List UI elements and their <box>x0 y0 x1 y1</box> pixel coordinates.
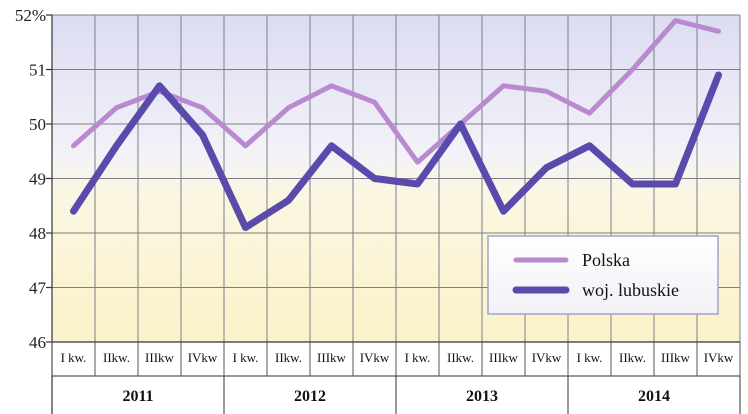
x-tick-label: IIkw. <box>275 350 302 365</box>
x-tick-label: IVkw <box>360 350 390 365</box>
y-tick-label: 46 <box>29 333 46 352</box>
year-label: 2011 <box>122 388 153 405</box>
legend-box <box>488 236 718 314</box>
y-tick-label: 48 <box>29 224 46 243</box>
x-tick-label: IIIkw <box>145 350 174 365</box>
y-tick-label: 51 <box>29 61 46 80</box>
x-tick-label: IVkw <box>704 350 734 365</box>
legend-label-polska: Polska <box>582 250 630 270</box>
legend: Polska woj. lubuskie <box>488 236 718 314</box>
year-label: 2012 <box>294 388 326 405</box>
y-tick-label: 52% <box>15 6 46 25</box>
y-tick-label: 49 <box>29 170 46 189</box>
year-label: 2014 <box>638 388 670 405</box>
y-tick-label: 50 <box>29 115 46 134</box>
x-tick-label: IIIkw <box>661 350 690 365</box>
x-tick-label: IIkw. <box>447 350 474 365</box>
x-tick-label: IVkw <box>532 350 562 365</box>
x-tick-label: I kw. <box>577 350 603 365</box>
x-tick-label: IIkw. <box>619 350 646 365</box>
y-tick-label: 47 <box>29 279 47 298</box>
x-tick-label: I kw. <box>233 350 259 365</box>
year-label: 2013 <box>466 388 498 405</box>
y-axis: 46 47 48 49 50 51 52% <box>15 6 52 414</box>
legend-label-woj-lubuskie: woj. lubuskie <box>582 280 679 300</box>
x-tick-label: IIkw. <box>103 350 130 365</box>
x-tick-label: IVkw <box>188 350 218 365</box>
x-tick-label: IIIkw <box>317 350 346 365</box>
x-tick-label: I kw. <box>405 350 431 365</box>
x-tick-label: I kw. <box>61 350 87 365</box>
x-tick-label: IIIkw <box>489 350 518 365</box>
x-axis: I kw. IIkw. IIIkw IVkw I kw. IIkw. IIIkw IVkw I … <box>52 342 740 414</box>
